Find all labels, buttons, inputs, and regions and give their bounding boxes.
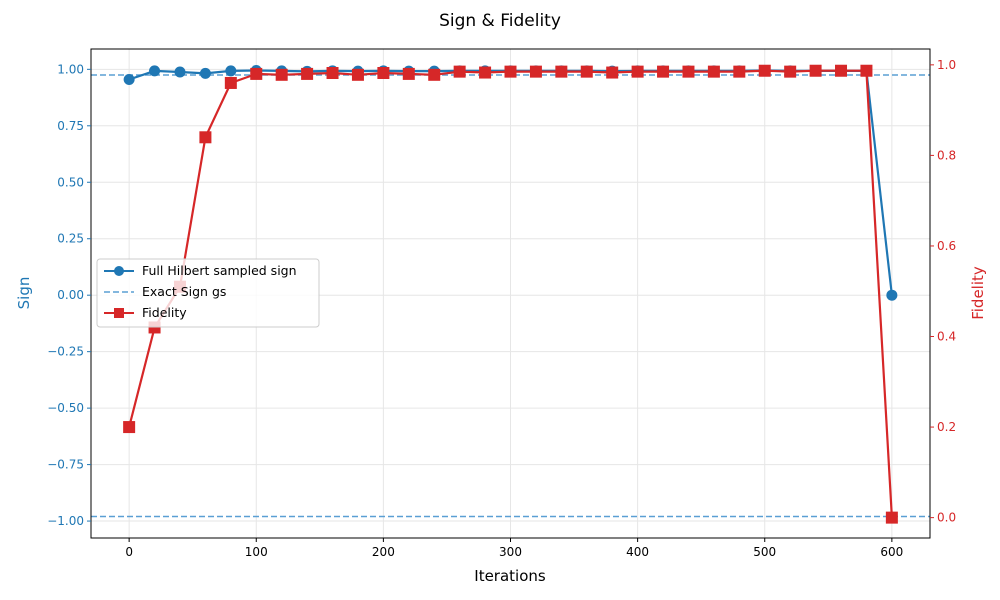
y-axis-left: 1.00 0.75 0.50 0.25 0.00 −0.25 −0.50 −0.75 −1.00 xyxy=(47,62,91,528)
y-right-tick-label: 0.0 xyxy=(937,511,956,525)
legend-label-exact: Exact Sign gs xyxy=(142,284,226,299)
y-left-tick-label: 0.75 xyxy=(57,119,84,133)
fidelity-point xyxy=(479,66,492,79)
fidelity-point xyxy=(682,65,695,78)
y-right-tick-label: 0.6 xyxy=(937,239,956,253)
fidelity-point xyxy=(657,65,670,78)
x-tick-label: 300 xyxy=(499,545,522,559)
fidelity-point xyxy=(733,65,746,78)
fidelity-point xyxy=(123,421,136,434)
y-left-axis-title: Sign xyxy=(15,277,33,310)
fidelity-point xyxy=(885,511,898,524)
legend-label-fidelity: Fidelity xyxy=(142,305,187,320)
y-right-tick-label: 0.4 xyxy=(937,330,956,344)
fidelity-point xyxy=(860,64,873,77)
x-axis-title: Iterations xyxy=(474,567,546,585)
fidelity-point xyxy=(428,68,441,81)
fidelity-point xyxy=(606,66,619,79)
y-right-axis-title: Fidelity xyxy=(969,266,987,320)
y-left-tick-label: 0.50 xyxy=(57,175,84,189)
sign-point xyxy=(225,65,237,77)
fidelity-point xyxy=(758,64,771,77)
y-left-tick-label: −0.50 xyxy=(47,401,84,415)
fidelity-point xyxy=(809,64,822,77)
y-right-tick-label: 0.8 xyxy=(937,148,956,162)
y-left-tick-label: −0.75 xyxy=(47,458,84,472)
x-tick-label: 600 xyxy=(880,545,903,559)
fidelity-point xyxy=(529,65,542,78)
fidelity-point xyxy=(580,65,593,78)
fidelity-point xyxy=(784,65,797,78)
x-axis: 0 100 200 300 400 500 600 xyxy=(125,538,903,559)
x-tick-label: 0 xyxy=(125,545,133,559)
y-left-tick-label: 0.25 xyxy=(57,232,84,246)
y-right-tick-label: 0.2 xyxy=(937,420,956,434)
fidelity-point xyxy=(835,64,848,77)
y-left-tick-label: 1.00 xyxy=(57,62,84,76)
fidelity-point xyxy=(707,65,720,78)
fidelity-point xyxy=(326,66,339,79)
sign-point xyxy=(123,73,135,85)
sign-point xyxy=(149,65,161,77)
x-tick-label: 500 xyxy=(753,545,776,559)
fidelity-point xyxy=(250,67,263,80)
x-tick-label: 200 xyxy=(372,545,395,559)
fidelity-point xyxy=(402,67,415,80)
y-left-tick-label: 0.00 xyxy=(57,288,84,302)
fidelity-point xyxy=(555,65,568,78)
legend-entry-sign: Full Hilbert sampled sign xyxy=(104,263,297,278)
fidelity-point xyxy=(199,131,212,144)
legend: Full Hilbert sampled sign Exact Sign gs … xyxy=(96,258,320,328)
fidelity-point xyxy=(631,65,644,78)
legend-label-sign: Full Hilbert sampled sign xyxy=(142,263,297,278)
legend-entry-exact: Exact Sign gs xyxy=(104,284,226,299)
fidelity-point xyxy=(377,66,390,79)
x-tick-label: 100 xyxy=(245,545,268,559)
fidelity-point xyxy=(351,68,364,81)
fidelity-point xyxy=(301,67,314,80)
sign-point xyxy=(174,66,186,78)
y-left-tick-label: −0.25 xyxy=(47,345,84,359)
x-tick-label: 400 xyxy=(626,545,649,559)
fidelity-point xyxy=(224,76,237,89)
y-right-tick-label: 1.0 xyxy=(937,58,956,72)
fidelity-point xyxy=(504,65,517,78)
y-left-tick-label: −1.00 xyxy=(47,514,84,528)
fidelity-point xyxy=(275,68,288,81)
sign-point xyxy=(199,67,211,79)
sign-point xyxy=(886,289,898,301)
legend-box xyxy=(96,258,320,328)
legend-entry-fidelity: Fidelity xyxy=(104,305,187,320)
fidelity-point xyxy=(453,65,466,78)
y-axis-right: 0.0 0.2 0.4 0.6 0.8 1.0 xyxy=(930,58,956,525)
chart-title: Sign & Fidelity xyxy=(439,11,561,31)
